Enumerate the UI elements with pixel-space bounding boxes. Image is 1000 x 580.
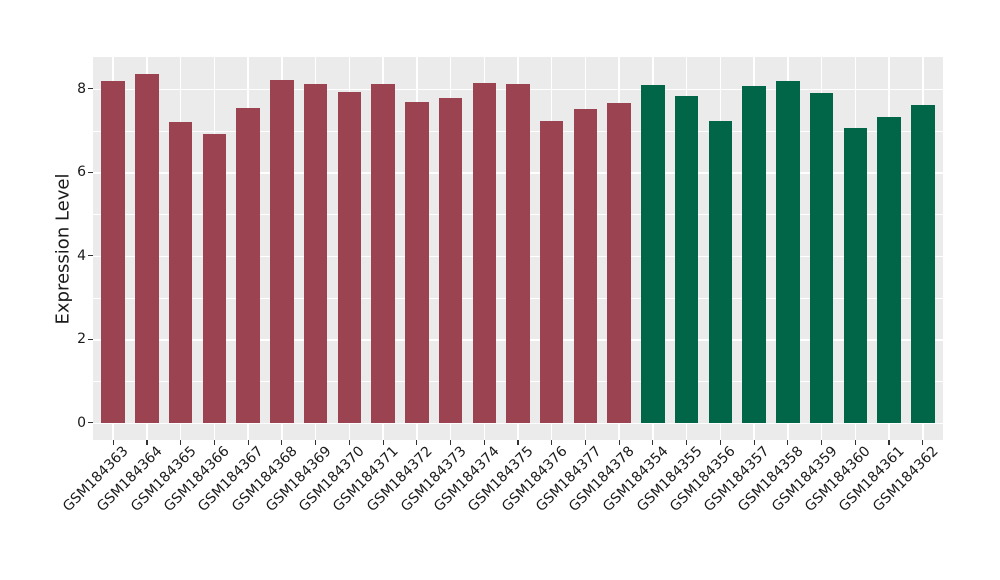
x-tick-mark <box>652 440 654 445</box>
y-tick-mark <box>87 88 93 90</box>
bar-GSM184377 <box>573 108 598 423</box>
bar-GSM184374 <box>472 82 497 423</box>
bar-GSM184373 <box>438 97 463 423</box>
x-tick-mark <box>315 440 317 445</box>
bar-GSM184371 <box>371 84 395 423</box>
x-tick-mark <box>753 440 755 445</box>
bar-GSM184370 <box>337 91 362 423</box>
y-tick-mark <box>87 338 93 340</box>
x-tick-mark <box>146 440 148 445</box>
x-tick-mark <box>821 440 823 445</box>
bar-GSM184378 <box>607 102 631 423</box>
y-tick-label: 4 <box>77 247 86 264</box>
bar-GSM184372 <box>405 102 429 423</box>
y-tick-mark <box>87 422 93 424</box>
y-tick-label: 2 <box>77 331 86 348</box>
x-tick-mark <box>922 440 924 445</box>
x-tick-mark <box>551 440 553 445</box>
bar-GSM184364 <box>135 73 159 423</box>
x-tick-mark <box>483 440 485 445</box>
x-tick-mark <box>584 440 587 445</box>
bar-GSM184368 <box>270 80 294 423</box>
x-tick-mark <box>180 440 182 445</box>
x-tick-mark <box>854 440 856 445</box>
bar-GSM184360 <box>843 128 868 423</box>
x-tick-mark <box>281 440 283 445</box>
x-tick-mark <box>382 440 384 445</box>
x-tick-mark <box>213 440 215 445</box>
x-tick-mark <box>888 440 890 445</box>
y-tick-label: 6 <box>77 164 86 181</box>
x-tick-mark <box>787 440 789 445</box>
y-tick-label: 0 <box>77 414 86 431</box>
x-tick-mark <box>112 440 114 445</box>
bar-GSM184359 <box>809 92 834 423</box>
x-tick-mark <box>449 440 452 445</box>
bar-GSM184355 <box>674 96 699 423</box>
bar-GSM184357 <box>742 86 766 423</box>
bar-GSM184356 <box>708 120 733 423</box>
bar-GSM184361 <box>877 117 901 423</box>
plot-panel <box>93 57 943 440</box>
bar-GSM184358 <box>776 81 800 423</box>
bar-GSM184367 <box>236 108 260 423</box>
bar-GSM184362 <box>911 104 935 423</box>
bar-GSM184375 <box>506 84 530 423</box>
x-tick-mark <box>719 440 721 445</box>
bar-GSM184366 <box>202 133 227 423</box>
x-tick-mark <box>416 440 418 445</box>
bar-GSM184354 <box>641 85 665 423</box>
x-tick-mark <box>348 440 350 445</box>
bar-GSM184369 <box>303 83 328 423</box>
bar-GSM184363 <box>101 80 125 423</box>
y-tick-mark <box>87 255 93 257</box>
x-tick-mark <box>686 440 688 445</box>
bar-GSM184376 <box>539 120 564 423</box>
y-tick-label: 8 <box>77 80 86 97</box>
x-tick-mark <box>247 440 249 445</box>
x-tick-mark <box>517 440 519 445</box>
bar-GSM184365 <box>168 121 193 423</box>
y-axis-title: Expression Level <box>52 173 74 325</box>
x-tick-mark <box>618 440 620 445</box>
y-tick-mark <box>87 171 93 173</box>
